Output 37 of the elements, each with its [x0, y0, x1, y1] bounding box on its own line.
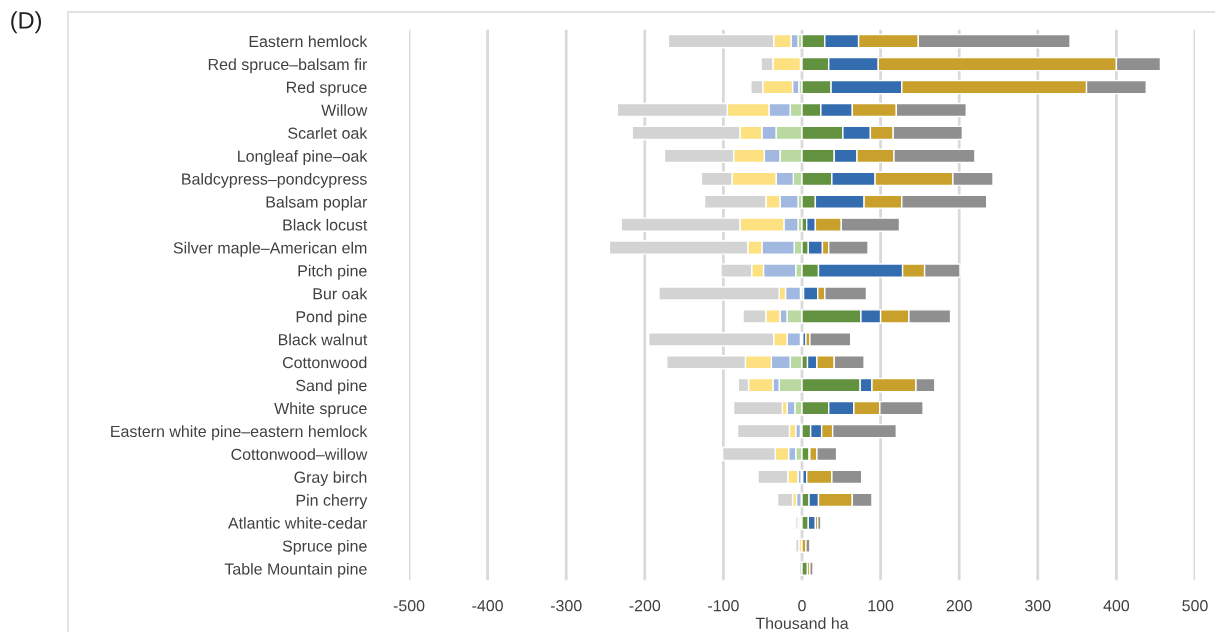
- x-tick-label: 100: [868, 600, 894, 612]
- x-tick-label: -100: [708, 600, 739, 612]
- y-tick-label: Balsam poplar: [266, 195, 368, 211]
- y-tick-label: Black walnut: [278, 333, 368, 346]
- x-tick-label: -300: [550, 600, 582, 612]
- x-tick-label: 200: [946, 600, 972, 612]
- y-tick-label: White spruce: [274, 402, 367, 418]
- y-tick-label: Cottonwood–willow: [231, 448, 368, 460]
- y-tick-label: Red spruce–balsam fir: [208, 58, 368, 74]
- x-tick-label: 0: [798, 600, 806, 612]
- y-tick-label: Baldcypress–pondcypress: [182, 173, 367, 188]
- x-tick-label: -200: [629, 600, 661, 612]
- y-tick-label: Table Mountain pine: [224, 562, 367, 578]
- y-tick-label: Spruce pine: [282, 539, 367, 555]
- y-tick-label: Eastern hemlock: [249, 35, 368, 48]
- text: (D): [11, 11, 42, 34]
- y-tick-label: Eastern white pine–eastern hemlock: [111, 425, 368, 441]
- y-tick-label: Atlantic white-cedar: [228, 517, 368, 529]
- y-tick-label: Red spruce: [286, 81, 367, 97]
- y-tick-label: Cottonwood: [282, 356, 367, 369]
- x-tick-label: 300: [1025, 600, 1051, 612]
- x-axis-title: Thousand ha: [755, 617, 849, 630]
- y-tick-label: Black locust: [283, 218, 368, 231]
- y-tick-label: Pitch pine: [298, 264, 367, 280]
- y-tick-label: Bur oak: [313, 287, 368, 300]
- y-tick-label: Gray birch: [294, 471, 367, 487]
- y-tick-label: Pin cherry: [296, 494, 368, 509]
- y-tick-label: Willow: [321, 104, 368, 116]
- y-tick-label: Pond pine: [296, 310, 367, 326]
- y-tick-label: Scarlet oak: [288, 127, 368, 139]
- y-tick-label: Longleaf pine–oak: [238, 150, 368, 165]
- x-tick-label: 400: [1103, 600, 1130, 612]
- x-tick-label: -400: [472, 600, 503, 612]
- x-tick-label: -500: [393, 600, 425, 612]
- y-tick-label: Sand pine: [296, 379, 367, 395]
- x-tick-label: 500: [1182, 600, 1208, 612]
- y-tick-label: Silver maple–American elm: [173, 241, 367, 257]
